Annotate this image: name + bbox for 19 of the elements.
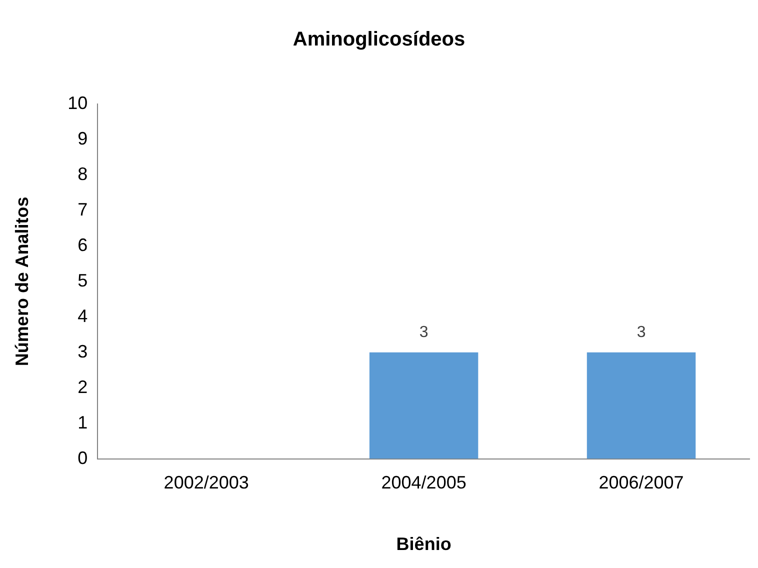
y-tick-label: 3 <box>78 341 88 362</box>
y-tick-label: 2 <box>78 376 88 397</box>
y-axis-title: Número de Analitos <box>12 196 32 366</box>
x-tick-label: 2002/2003 <box>164 472 249 493</box>
x-tick-label: 2006/2007 <box>598 472 684 493</box>
y-tick-label: 4 <box>78 306 88 326</box>
x-tick-label: 2004/2005 <box>381 472 466 493</box>
y-tick-label: 7 <box>78 199 88 220</box>
y-tick-label: 0 <box>78 448 88 468</box>
y-tick-label: 9 <box>78 128 88 148</box>
y-tick-label: 1 <box>78 412 88 432</box>
chart-title: Aminoglicosídeos <box>292 28 466 51</box>
y-tick-label: 5 <box>78 270 88 290</box>
y-tick-label: 6 <box>78 234 88 255</box>
x-axis-title: Biênio <box>396 534 452 554</box>
data-label: 3 <box>636 324 646 341</box>
y-tick-label: 8 <box>78 164 88 184</box>
y-tick-label: 10 <box>68 92 88 113</box>
data-label: 3 <box>419 324 428 341</box>
